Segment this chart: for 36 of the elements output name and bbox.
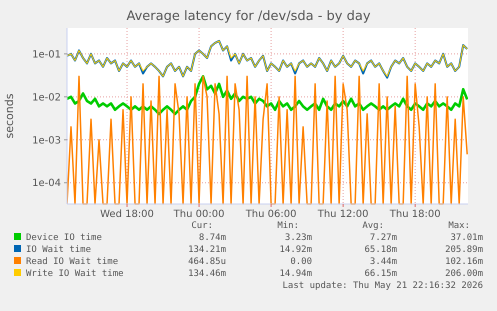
y-tick-label: 1e-01 <box>32 49 61 60</box>
y-tick-label: 1e-03 <box>32 135 61 146</box>
text: 3.44m <box>370 257 397 267</box>
text: 206.00m <box>445 269 483 279</box>
x-tick-label: Thu 18:00 <box>388 209 441 220</box>
text: Last update: Thu May 21 22:16:32 2026 <box>282 281 483 291</box>
x-tick-label: Wed 18:00 <box>100 209 154 220</box>
text: 205.89m <box>445 245 483 255</box>
text: Max: <box>448 221 470 231</box>
legend-label: Read IO Wait time <box>26 257 118 267</box>
x-tick-label: Thu 12:00 <box>316 209 369 220</box>
text: 102.16m <box>445 257 483 267</box>
text: 464.85u <box>188 257 226 267</box>
text: 3.23m <box>284 233 312 243</box>
x-tick-label: Thu 00:00 <box>172 209 224 220</box>
text: 0.00 <box>290 257 312 267</box>
text: 134.21m <box>188 245 226 255</box>
text: 66.15m <box>364 269 397 279</box>
text: 134.46m <box>188 269 226 279</box>
text: 14.94m <box>279 269 312 279</box>
text: 14.92m <box>279 245 312 255</box>
text: Min: <box>277 221 299 231</box>
legend-label: Write IO Wait time <box>26 269 124 279</box>
legend-label: Device IO time <box>26 233 102 243</box>
y-tick-label: 1e-04 <box>32 178 61 190</box>
x-tick-label: Thu 06:00 <box>244 209 296 220</box>
legend-label: IO Wait time <box>26 245 92 255</box>
text: 8.74m <box>198 233 226 243</box>
y-axis-title: seconds <box>3 93 16 138</box>
text: Avg: <box>362 221 384 231</box>
chart-title: Average latency for /dev/sda - by day <box>126 9 371 24</box>
y-tick-label: 1e-02 <box>32 92 61 104</box>
text: Cur: <box>191 221 213 231</box>
text: 37.01m <box>450 233 483 243</box>
text: 7.27m <box>370 233 397 243</box>
text: 65.18m <box>364 245 397 255</box>
